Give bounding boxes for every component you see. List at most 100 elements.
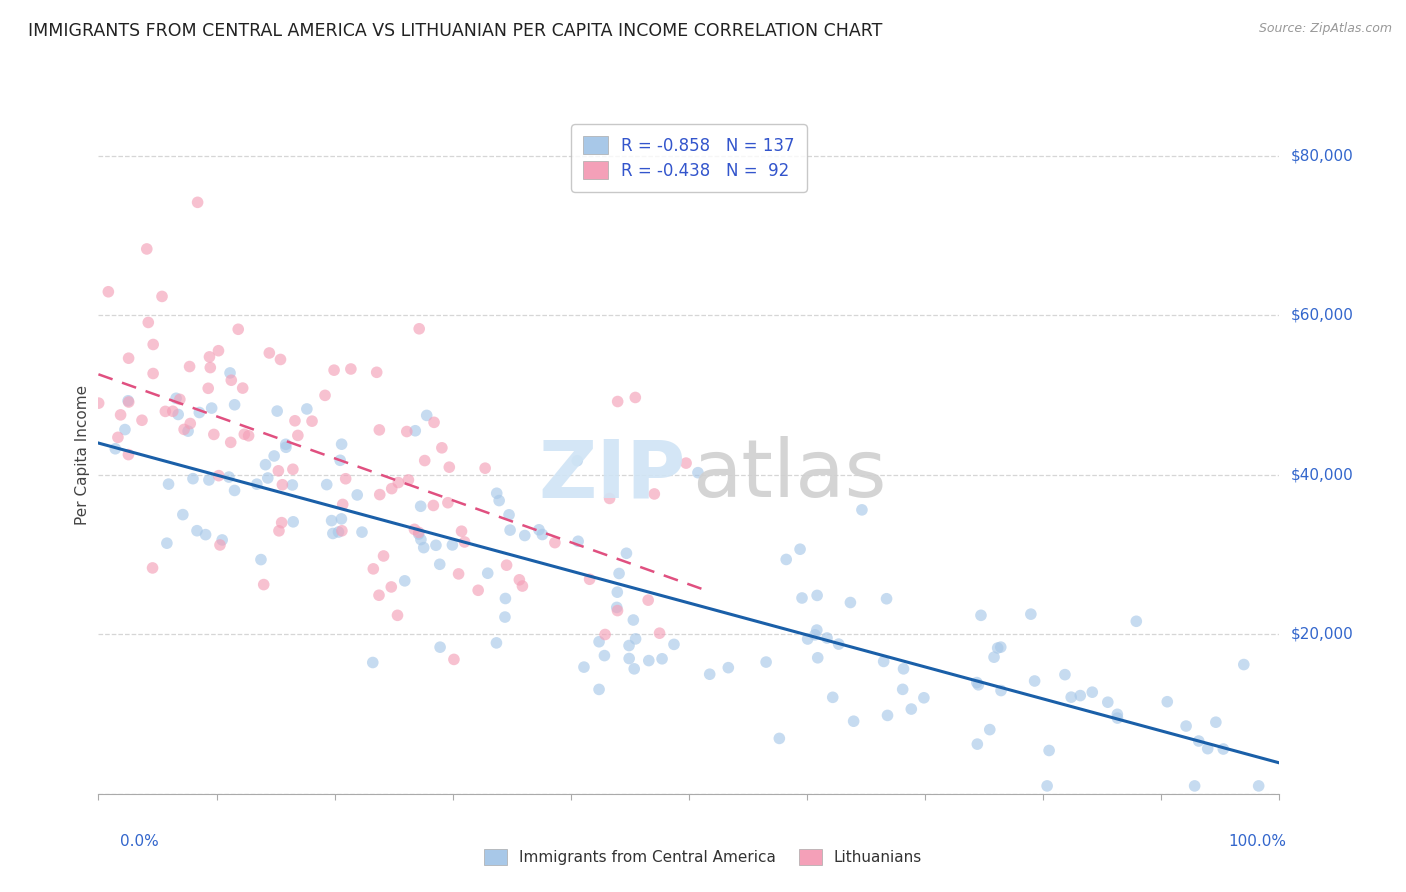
Point xyxy=(408,525,430,540)
Point xyxy=(259,346,281,360)
Point xyxy=(404,522,426,536)
Point xyxy=(643,487,665,501)
Point xyxy=(256,471,278,485)
Point xyxy=(1038,743,1060,757)
Point xyxy=(314,388,336,402)
Point xyxy=(699,667,721,681)
Point xyxy=(624,391,647,405)
Point xyxy=(408,527,430,541)
Point xyxy=(1053,667,1076,681)
Point xyxy=(443,652,465,666)
Text: atlas: atlas xyxy=(693,436,887,515)
Point xyxy=(321,514,343,528)
Point xyxy=(177,424,200,438)
Point xyxy=(179,417,201,431)
Point xyxy=(104,442,127,456)
Point xyxy=(381,482,404,496)
Point xyxy=(270,516,292,530)
Point xyxy=(142,337,165,351)
Text: $60,000: $60,000 xyxy=(1291,308,1354,323)
Point xyxy=(499,523,522,537)
Point xyxy=(512,579,534,593)
Point xyxy=(200,360,222,375)
Point xyxy=(179,359,201,374)
Point xyxy=(768,731,790,746)
Point xyxy=(226,322,249,336)
Point xyxy=(488,493,510,508)
Point xyxy=(593,627,616,641)
Point xyxy=(322,526,344,541)
Point xyxy=(188,405,211,419)
Point xyxy=(807,650,830,665)
Point xyxy=(789,542,811,557)
Legend: R = -0.858   N = 137, R = -0.438   N =  92: R = -0.858 N = 137, R = -0.438 N = 92 xyxy=(571,124,807,192)
Point xyxy=(429,558,451,572)
Text: $20,000: $20,000 xyxy=(1291,627,1354,642)
Point xyxy=(967,678,990,692)
Text: 0.0%: 0.0% xyxy=(120,834,159,849)
Point xyxy=(224,398,246,412)
Point xyxy=(1212,742,1234,756)
Point xyxy=(380,580,402,594)
Point xyxy=(373,549,395,563)
Point xyxy=(346,488,368,502)
Point xyxy=(156,536,179,550)
Point xyxy=(287,428,309,442)
Point xyxy=(1175,719,1198,733)
Point xyxy=(328,524,350,539)
Point xyxy=(110,408,132,422)
Point xyxy=(621,613,644,627)
Point xyxy=(187,195,209,210)
Point xyxy=(363,562,385,576)
Point xyxy=(467,583,489,598)
Point xyxy=(253,577,276,591)
Point xyxy=(173,422,195,436)
Point xyxy=(219,366,242,380)
Point xyxy=(169,392,191,407)
Point xyxy=(394,574,416,588)
Point xyxy=(1081,685,1104,699)
Point xyxy=(281,478,304,492)
Point xyxy=(114,423,136,437)
Point xyxy=(606,585,628,599)
Point xyxy=(283,515,305,529)
Point xyxy=(983,650,1005,665)
Point xyxy=(284,414,307,428)
Point xyxy=(494,610,516,624)
Point xyxy=(966,675,988,690)
Point xyxy=(495,558,517,573)
Point xyxy=(413,453,436,467)
Point xyxy=(851,503,873,517)
Point xyxy=(194,527,217,541)
Point xyxy=(150,289,173,303)
Point xyxy=(254,458,277,472)
Point xyxy=(572,660,595,674)
Point xyxy=(368,423,391,437)
Point xyxy=(387,475,409,490)
Point xyxy=(368,487,391,501)
Point xyxy=(1205,715,1227,730)
Point xyxy=(686,466,709,480)
Point xyxy=(330,524,353,538)
Point xyxy=(1184,779,1206,793)
Point xyxy=(233,427,256,442)
Point xyxy=(396,473,419,487)
Point xyxy=(208,538,231,552)
Text: ZIP: ZIP xyxy=(538,436,685,515)
Point xyxy=(387,608,409,623)
Point xyxy=(453,535,475,549)
Point xyxy=(155,404,177,418)
Point xyxy=(990,683,1012,698)
Point xyxy=(415,409,437,423)
Point xyxy=(1197,741,1219,756)
Point xyxy=(437,496,460,510)
Point xyxy=(498,508,520,522)
Point xyxy=(408,322,430,336)
Point xyxy=(267,464,290,478)
Point xyxy=(806,588,828,602)
Point xyxy=(1233,657,1256,672)
Point xyxy=(165,391,187,405)
Point xyxy=(201,401,224,415)
Point xyxy=(281,462,304,476)
Point xyxy=(211,533,233,547)
